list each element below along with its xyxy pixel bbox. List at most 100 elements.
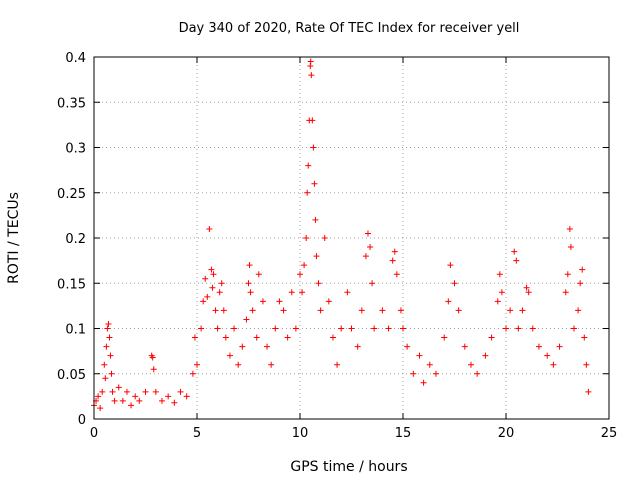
data-point (245, 280, 252, 287)
data-point (95, 393, 102, 400)
data-point (119, 397, 126, 404)
data-point (301, 262, 308, 269)
data-point (183, 393, 190, 400)
axis-ticks (93, 56, 610, 420)
data-point (393, 271, 400, 278)
data-point (115, 384, 122, 391)
x-tick-label: 25 (601, 426, 618, 441)
data-point (177, 388, 184, 395)
data-point (420, 379, 427, 386)
data-point (299, 289, 306, 296)
data-point (216, 289, 223, 296)
data-point (189, 370, 196, 377)
data-point (556, 343, 563, 350)
data-point (150, 366, 157, 373)
data-point (103, 343, 110, 350)
data-point (99, 388, 106, 395)
data-point (364, 230, 371, 237)
data-point (107, 352, 114, 359)
y-tick-label: 0.4 (65, 51, 86, 66)
data-point (128, 402, 135, 409)
data-point (235, 361, 242, 368)
data-point (441, 334, 448, 341)
data-point (292, 325, 299, 332)
data-point (544, 352, 551, 359)
data-point (194, 361, 200, 368)
data-point (535, 343, 542, 350)
x-tick-label: 0 (90, 426, 98, 441)
data-point (525, 289, 532, 296)
data-point (570, 325, 577, 332)
y-tick-label: 0.05 (57, 368, 86, 383)
x-tick-labels: 0 5 10 15 20 25 (90, 426, 617, 441)
data-point (389, 257, 396, 264)
data-point (564, 271, 571, 278)
data-point (152, 388, 159, 395)
data-point (426, 361, 433, 368)
data-point (498, 289, 505, 296)
data-point (249, 307, 256, 314)
x-tick-label: 15 (395, 426, 412, 441)
data-point (344, 289, 351, 296)
data-point (325, 298, 332, 305)
data-point (529, 325, 536, 332)
x-tick-label: 5 (193, 426, 201, 441)
data-point (523, 284, 530, 291)
data-point (585, 388, 592, 395)
data-point (158, 397, 165, 404)
data-point (200, 298, 207, 305)
data-point (276, 298, 283, 305)
data-point (410, 370, 417, 377)
y-tick-label: 0.3 (65, 142, 86, 157)
data-points (91, 58, 592, 412)
grid-lines (94, 57, 609, 419)
data-point (467, 361, 474, 368)
data-point (226, 352, 233, 359)
data-point (243, 316, 250, 323)
data-point (451, 280, 458, 287)
data-point (212, 307, 219, 314)
y-tick-label: 0.15 (57, 277, 86, 292)
data-point (577, 280, 584, 287)
data-point (268, 361, 275, 368)
data-point (142, 388, 149, 395)
data-point (400, 325, 406, 332)
data-point (503, 325, 509, 332)
x-axis-label: GPS time / hours (290, 459, 407, 475)
data-point (246, 262, 253, 269)
data-point (312, 216, 319, 223)
data-point (247, 289, 254, 296)
data-point (303, 235, 310, 241)
data-point (513, 257, 520, 264)
data-point (97, 405, 104, 412)
data-point (105, 320, 112, 327)
data-point (447, 262, 454, 269)
data-point (338, 325, 345, 332)
data-point (284, 334, 291, 341)
data-point (101, 361, 108, 368)
data-point (209, 284, 216, 291)
data-point (519, 307, 526, 314)
data-point (310, 144, 317, 151)
data-point (264, 343, 271, 350)
data-point (385, 325, 392, 332)
data-point (575, 307, 582, 314)
plot-frame (93, 56, 610, 420)
data-point (253, 334, 260, 341)
data-point (307, 58, 314, 65)
data-point (305, 162, 312, 169)
data-point (579, 266, 586, 273)
data-point (104, 325, 111, 332)
data-point (321, 235, 328, 241)
data-point (149, 354, 156, 361)
data-point (496, 271, 503, 278)
data-point (562, 289, 569, 296)
data-point (165, 393, 172, 400)
data-point (445, 298, 452, 305)
y-tick-label: 0 (78, 413, 86, 428)
data-point (311, 180, 318, 187)
y-tick-label: 0.1 (65, 323, 86, 338)
data-point (371, 325, 378, 332)
data-point (507, 307, 514, 314)
